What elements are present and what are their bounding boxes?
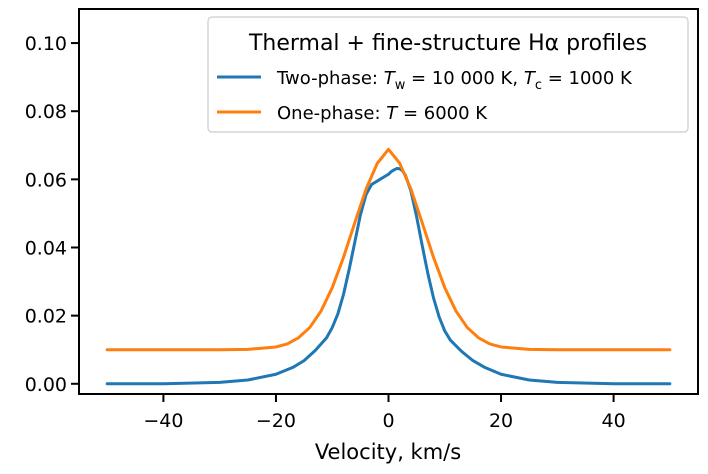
x-tick-label: 0: [382, 410, 394, 432]
y-axis: 0.00 0.02 0.04 0.06 0.08 0.10: [25, 33, 79, 396]
series-line-two-phase: [105, 166, 672, 386]
series-line-one-phase: [105, 147, 672, 352]
x-tick-label: −40: [143, 410, 183, 432]
legend-title: Thermal + fine-structure Hα profiles: [248, 31, 647, 56]
x-axis: −40 −20 0 20 40: [143, 394, 626, 432]
y-tick-label: 0.08: [25, 101, 67, 123]
y-tick-label: 0.10: [25, 33, 67, 55]
y-tick-label: 0.02: [25, 306, 67, 328]
x-tick-label: −20: [256, 410, 296, 432]
y-tick-label: 0.00: [25, 374, 67, 396]
x-tick-label: 40: [601, 410, 625, 432]
legend-label-two-phase: Two-phase: Tw = 10 000 K, Tc = 1000 K: [276, 68, 633, 93]
legend: Thermal + fine-structure Hα profiles Two…: [207, 16, 689, 133]
y-tick-label: 0.06: [25, 169, 67, 191]
legend-box: [207, 16, 689, 133]
series-layer: [105, 147, 672, 386]
y-tick-label: 0.04: [25, 237, 67, 259]
x-axis-label: Velocity, km/s: [315, 440, 461, 464]
x-tick-label: 20: [489, 410, 513, 432]
legend-label-one-phase: One-phase: T = 6000 K: [277, 103, 488, 124]
